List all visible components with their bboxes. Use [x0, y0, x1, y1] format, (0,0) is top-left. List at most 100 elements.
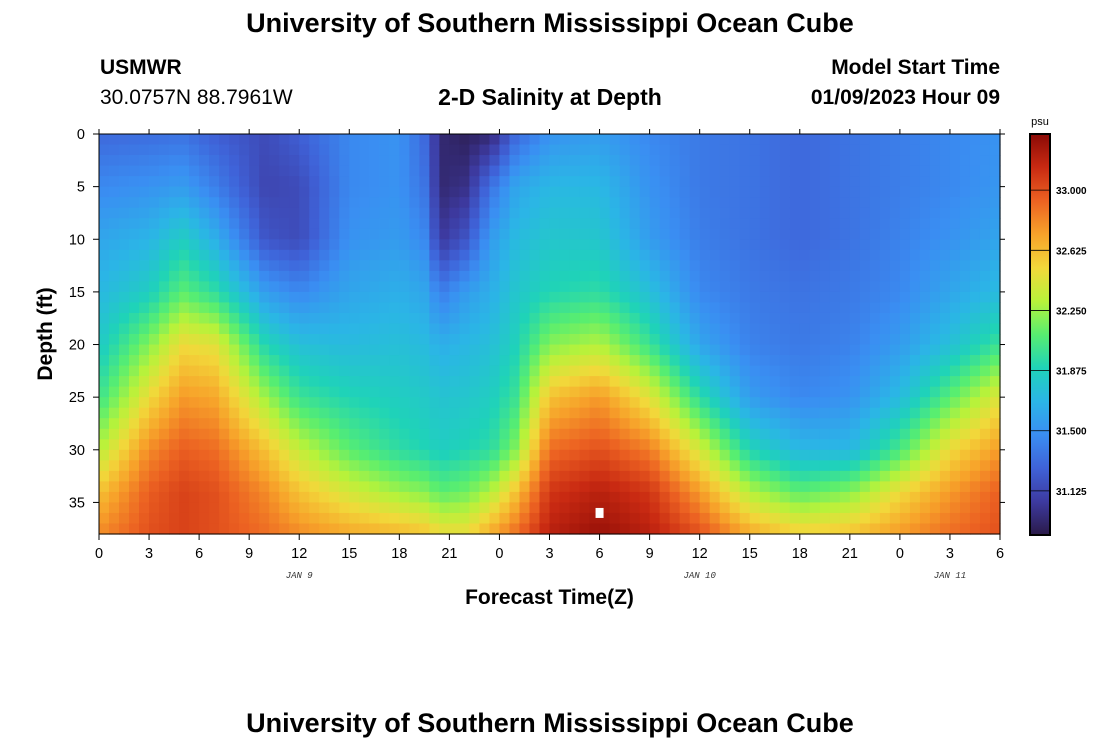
heatmap-cell	[909, 470, 921, 482]
heatmap-cell	[479, 218, 491, 230]
heatmap-cell	[689, 523, 701, 535]
heatmap-cell	[879, 291, 891, 304]
heatmap-cell	[229, 239, 240, 251]
heatmap-cell	[349, 260, 360, 272]
heatmap-cell	[249, 176, 260, 188]
heatmap-cell	[739, 134, 751, 146]
heatmap-cell	[169, 312, 180, 325]
heatmap-cell	[539, 460, 551, 472]
heatmap-cell	[539, 176, 551, 188]
heatmap-cell	[579, 502, 591, 514]
heatmap-cell	[939, 439, 951, 451]
heatmap-cell	[619, 228, 631, 240]
heatmap-cell	[169, 460, 180, 472]
heatmap-cell	[139, 460, 150, 472]
heatmap-cell	[799, 239, 811, 251]
heatmap-cell	[519, 291, 531, 304]
heatmap-cell	[479, 481, 491, 493]
heatmap-cell	[139, 344, 150, 356]
heatmap-cell	[539, 449, 551, 461]
heatmap-cell	[329, 260, 340, 272]
heatmap-cell	[919, 449, 931, 461]
heatmap-cell	[279, 428, 290, 440]
heatmap-cell	[139, 249, 150, 261]
heatmap-cell	[989, 249, 1001, 261]
heatmap-cell	[739, 449, 751, 461]
heatmap-cell	[839, 186, 851, 198]
heatmap-cell	[759, 176, 771, 188]
heatmap-cell	[199, 449, 210, 461]
heatmap-cell	[629, 344, 641, 356]
heatmap-cell	[529, 418, 541, 430]
heatmap-cell	[469, 323, 481, 335]
heatmap-cell	[449, 312, 460, 325]
heatmap-cell	[389, 491, 400, 504]
heatmap-cell	[889, 291, 901, 304]
heatmap-cell	[699, 312, 711, 325]
heatmap-cell	[389, 134, 400, 146]
heatmap-cell	[609, 460, 621, 472]
heatmap-cell	[139, 270, 150, 282]
heatmap-cell	[699, 418, 711, 430]
heatmap-cell	[579, 376, 591, 388]
heatmap-cell	[109, 155, 120, 167]
heatmap-cell	[429, 418, 440, 430]
heatmap-cell	[619, 260, 631, 272]
heatmap-cell	[649, 270, 661, 282]
heatmap-cell	[759, 239, 771, 251]
heatmap-cell	[319, 218, 330, 230]
heatmap-cell	[719, 291, 731, 304]
heatmap-cell	[499, 365, 511, 377]
heatmap-cell	[799, 439, 811, 451]
heatmap-cell	[609, 323, 621, 335]
heatmap-cell	[719, 470, 731, 482]
heatmap-cell	[499, 249, 511, 261]
heatmap-cell	[179, 323, 190, 335]
heatmap-cell	[199, 481, 210, 493]
heatmap-cell	[219, 186, 230, 198]
heatmap-cell	[229, 312, 240, 325]
heatmap-cell	[109, 344, 120, 356]
heatmap-cell	[339, 176, 350, 188]
heatmap-cell	[599, 344, 611, 356]
heatmap-cell	[819, 228, 831, 240]
heatmap-cell	[499, 291, 511, 304]
heatmap-cell	[849, 512, 861, 525]
heatmap-cell	[669, 134, 681, 146]
heatmap-cell	[799, 176, 811, 188]
heatmap-cell	[579, 155, 591, 167]
heatmap-cell	[549, 512, 561, 525]
heatmap-cell	[719, 344, 731, 356]
heatmap-cell	[979, 397, 991, 409]
heatmap-cell	[459, 460, 471, 472]
heatmap-cell	[409, 155, 420, 167]
heatmap-cell	[609, 481, 621, 493]
heatmap-cell	[799, 270, 811, 282]
heatmap-cell	[449, 197, 460, 209]
heatmap-cell	[879, 228, 891, 240]
heatmap-cell	[169, 397, 180, 409]
heatmap-cell	[269, 439, 280, 451]
date-label: JAN 9	[286, 571, 314, 581]
heatmap-cell	[259, 186, 270, 198]
heatmap-cell	[819, 523, 831, 535]
heatmap-cell	[299, 491, 310, 504]
heatmap-cell	[209, 397, 220, 409]
heatmap-cell	[279, 260, 290, 272]
x-tick-label: 0	[95, 546, 103, 562]
heatmap-cell	[909, 323, 921, 335]
heatmap-cell	[119, 512, 130, 525]
heatmap-cell	[789, 270, 801, 282]
heatmap-cell	[819, 449, 831, 461]
heatmap-cell	[989, 228, 1001, 240]
heatmap-cell	[779, 397, 791, 409]
heatmap-cell	[529, 291, 541, 304]
heatmap-cell	[859, 407, 871, 419]
heatmap-cell	[299, 270, 310, 282]
heatmap-cell	[919, 344, 931, 356]
heatmap-cell	[329, 512, 340, 525]
heatmap-cell	[329, 460, 340, 472]
heatmap-cell	[789, 512, 801, 525]
heatmap-cell	[689, 302, 701, 314]
